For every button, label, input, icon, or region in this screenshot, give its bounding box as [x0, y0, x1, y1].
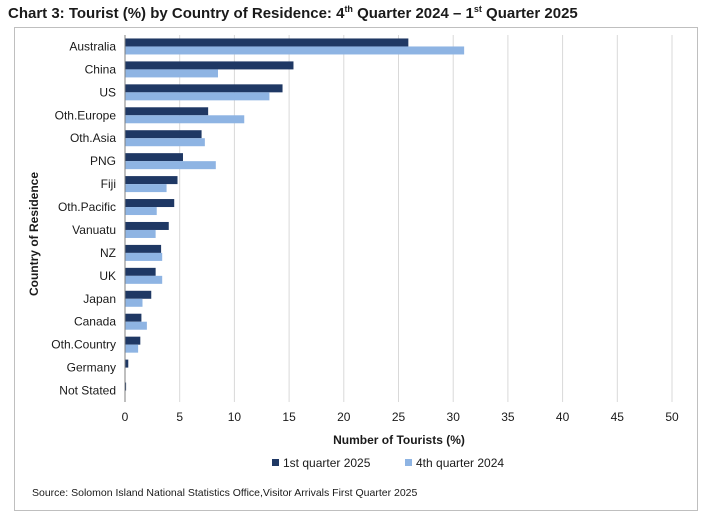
bar-q1-2025	[125, 84, 283, 93]
y-tick-label: PNG	[90, 154, 116, 168]
x-tick-labels: 0 5 10 15 20 25 30 35 40 45 50	[122, 410, 679, 424]
bar-q4-2024	[125, 252, 163, 261]
y-tick-label: Canada	[74, 315, 116, 329]
y-tick-label: Not Stated	[59, 384, 116, 398]
title-sup-th: th	[344, 4, 353, 14]
y-tick-label: Japan	[83, 292, 116, 306]
bar-q4-2024	[125, 138, 205, 147]
y-tick-label: NZ	[100, 246, 116, 260]
x-tick-label: 50	[665, 410, 679, 424]
bar-q1-2025	[125, 221, 169, 230]
x-tick-label: 20	[337, 410, 351, 424]
x-tick-label: 35	[501, 410, 515, 424]
bar-q1-2025	[125, 290, 152, 299]
x-tick-label: 5	[176, 410, 183, 424]
y-tick-label: Vanuatu	[72, 223, 116, 237]
bar-q4-2024	[125, 69, 218, 78]
bar-q1-2025	[125, 38, 409, 47]
chart-title: Chart 3: Tourist (%) by Country of Resid…	[8, 4, 578, 22]
y-tick-label: US	[99, 85, 116, 99]
bar-q1-2025	[125, 382, 127, 391]
y-tick-label: Fiji	[101, 177, 116, 191]
bar-q1-2025	[125, 359, 129, 368]
y-tick-label: Oth.Country	[51, 338, 116, 352]
y-tick-label: Australia	[69, 39, 116, 53]
title-part-3: Quarter 2025	[481, 5, 578, 22]
x-tick-label: 10	[228, 410, 242, 424]
legend-label: 4th quarter 2024	[416, 456, 504, 470]
bar-q4-2024	[125, 184, 167, 193]
x-tick-label: 45	[611, 410, 625, 424]
legend-label: 1st quarter 2025	[283, 456, 371, 470]
bars	[125, 38, 465, 391]
x-tick-label: 40	[556, 410, 570, 424]
bar-q4-2024	[125, 207, 157, 216]
bar-q4-2024	[125, 115, 245, 124]
legend: 1st quarter 2025 4th quarter 2024	[272, 456, 504, 470]
title-part-2: Quarter 2024 – 1	[352, 5, 474, 22]
y-axis-title: Country of Residence	[27, 172, 41, 296]
title-sup-st: st	[473, 4, 482, 14]
y-tick-label: Oth.Pacific	[58, 200, 116, 214]
bar-q4-2024	[125, 229, 156, 238]
source-note: Source: Solomon Island National Statisti…	[32, 487, 418, 499]
y-tick-label: Germany	[67, 361, 116, 375]
bar-q1-2025	[125, 130, 202, 139]
bar-q4-2024	[125, 275, 163, 284]
bar-q1-2025	[125, 61, 294, 70]
y-tick-labels: Australia China US Oth.Europe Oth.Asia PNG Fij…	[51, 39, 116, 397]
bar-q1-2025	[125, 336, 141, 345]
bar-q1-2025	[125, 107, 209, 116]
bar-q1-2025	[125, 244, 162, 253]
legend-swatch	[272, 459, 279, 466]
y-tick-label: Oth.Asia	[70, 131, 116, 145]
bar-q4-2024	[125, 344, 139, 353]
y-tick-label: UK	[99, 269, 116, 283]
bar-q4-2024	[125, 321, 147, 330]
y-tick-label: China	[85, 62, 117, 76]
bar-q1-2025	[125, 199, 175, 208]
bar-q4-2024	[125, 161, 216, 170]
x-axis-title: Number of Tourists (%)	[333, 433, 465, 447]
x-tick-label: 0	[122, 410, 129, 424]
bar-q1-2025	[125, 313, 142, 322]
bar-q1-2025	[125, 153, 183, 162]
y-tick-label: Oth.Europe	[55, 108, 117, 122]
bar-q1-2025	[125, 176, 178, 185]
title-part-1: Chart 3: Tourist (%) by Country of Resid…	[8, 5, 345, 22]
bar-q4-2024	[125, 298, 143, 307]
bar-q4-2024	[125, 46, 465, 55]
bar-q1-2025	[125, 267, 156, 276]
x-tick-label: 25	[392, 410, 406, 424]
x-tick-label: 30	[447, 410, 461, 424]
gridlines	[179, 35, 673, 402]
bar-q4-2024	[125, 92, 270, 101]
x-tick-label: 15	[282, 410, 296, 424]
legend-swatch	[405, 459, 412, 466]
chart-frame	[14, 27, 698, 511]
